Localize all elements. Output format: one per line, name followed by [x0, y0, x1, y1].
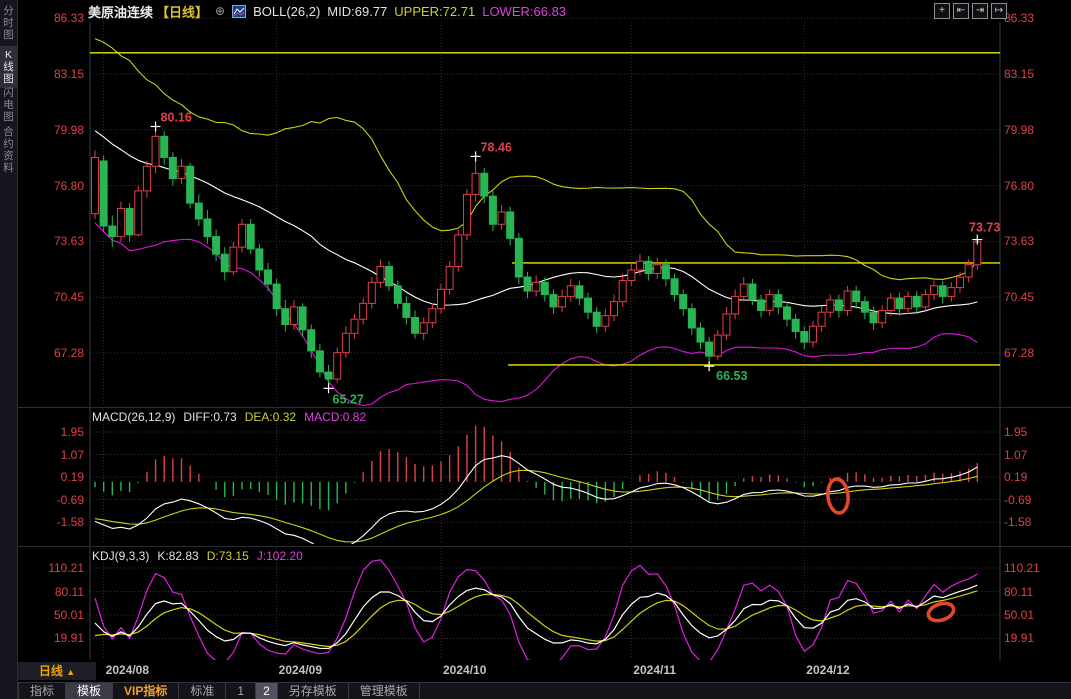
- price-axis-label: 86.33: [1004, 11, 1035, 25]
- link-toggle-icon[interactable]: ⊕: [215, 4, 226, 18]
- toolbar-item-slot-2[interactable]: 2: [256, 683, 278, 699]
- macd-axis-label: 1.95: [60, 425, 84, 439]
- sidebar-item-kline-chart[interactable]: K线图: [0, 46, 17, 88]
- macd-axis-label: -0.69: [1004, 492, 1032, 507]
- price-axis-label: 70.45: [53, 290, 84, 305]
- price-axis-label: 73.63: [1004, 234, 1035, 249]
- kdj-axis-label: 19.91: [1004, 631, 1035, 646]
- toolbar-item-save-template[interactable]: 另存模板: [278, 683, 349, 699]
- kdj-axis-label: 110.21: [1004, 561, 1040, 575]
- date-axis-label: 2024/08: [105, 663, 150, 677]
- macd-axis-label: -0.69: [56, 492, 84, 507]
- price-axis-label: 73.63: [53, 234, 84, 249]
- price-axis-label: 86.33: [53, 11, 84, 25]
- macd-axis-label: 0.19: [60, 470, 84, 484]
- price-axis-label: 76.80: [1004, 178, 1035, 193]
- kdj-title: KDJ(9,3,3): [92, 549, 150, 563]
- boll-mid-value: MID:69.77: [327, 3, 388, 19]
- expand-bars-icon[interactable]: ⇥: [972, 3, 988, 19]
- toolbar-item-templates[interactable]: 模板: [66, 683, 114, 699]
- sidebar-item-time-chart[interactable]: 分时图: [3, 5, 14, 41]
- svg-text:73.73: 73.73: [969, 221, 1000, 235]
- period-tag: 【日线】: [156, 4, 209, 20]
- price-axis-label: 83.15: [53, 66, 84, 81]
- price-axis-label: 79.98: [53, 122, 84, 137]
- macd-panel-header: MACD(26,12,9) DIFF:0.73 DEA:0.32 MACD:0.…: [92, 410, 366, 424]
- price-axis-label: 79.98: [1004, 122, 1035, 137]
- kdj-axis-label: 110.21: [48, 561, 84, 575]
- boll-indicator-title: BOLL(26,2): [253, 3, 321, 19]
- macd-axis-label: -1.58: [1004, 515, 1032, 530]
- macd-axis-label: -1.58: [56, 515, 84, 530]
- kdj-axis-label: 80.11: [1004, 584, 1034, 599]
- macd-axis-label: 0.19: [1004, 470, 1028, 484]
- macd-macd-value: MACD:0.82: [304, 410, 367, 424]
- triangle-up-icon: ▲: [66, 667, 76, 677]
- toolbar-item-standard[interactable]: 标准: [179, 683, 227, 699]
- date-axis-label: 2024/12: [806, 663, 850, 677]
- xaxis-row: 日线 ▲: [18, 660, 1071, 682]
- symbol-name: 美原油连续: [88, 4, 154, 20]
- date-axis-label: 2024/11: [633, 663, 677, 677]
- bottom-toolbar: 指标 模板 VIP指标 标准 1 2 另存模板 管理模板: [18, 682, 1071, 699]
- period-selector-button[interactable]: 日线 ▲: [18, 662, 96, 680]
- svg-text:66.53: 66.53: [716, 369, 747, 383]
- chart-header: 美原油连续 【日线】 ⊕ BOLL(26,2) MID:69.77 UPPER:…: [88, 2, 566, 20]
- boll-lower-value: LOWER:66.83: [482, 3, 567, 19]
- svg-text:80.16: 80.16: [161, 110, 192, 124]
- kdj-j-value: J:102.20: [256, 549, 303, 563]
- kdj-axis-label: 50.01: [53, 608, 84, 622]
- svg-text:65.27: 65.27: [333, 392, 364, 406]
- chart-type-sidebar: 分时图 K线图 闪电图 合约资料: [0, 0, 18, 699]
- toolbar-item-indicators[interactable]: 指标: [18, 683, 67, 699]
- macd-diff-value: DIFF:0.73: [183, 410, 237, 424]
- crosshair-tool-icon[interactable]: +: [934, 3, 950, 19]
- price-axis-label: 76.80: [53, 178, 84, 193]
- price-axis-label: 70.45: [1004, 290, 1035, 305]
- macd-axis-label: 1.07: [1004, 447, 1028, 462]
- price-axis-label: 67.28: [53, 345, 84, 360]
- price-axis-label: 83.15: [1004, 66, 1035, 81]
- sidebar-item-flash-chart[interactable]: 闪电图: [3, 87, 14, 123]
- compress-bars-icon[interactable]: ⇤: [953, 3, 969, 19]
- toolbar-item-vip-indicators[interactable]: VIP指标: [113, 683, 180, 699]
- kdj-panel-header: KDJ(9,3,3) K:82.83 D:73.15 J:102.20: [92, 549, 303, 563]
- chart-tools: + ⇤ ⇥ ↦: [934, 3, 1007, 19]
- svg-text:78.46: 78.46: [481, 140, 512, 154]
- indicator-chart-icon[interactable]: [232, 4, 247, 18]
- kdj-k-value: K:82.83: [157, 549, 199, 563]
- date-axis-label: 2024/09: [278, 663, 323, 677]
- boll-upper-value: UPPER:72.71: [394, 3, 476, 19]
- toolbar-item-slot-1[interactable]: 1: [226, 683, 257, 699]
- macd-axis-label: 1.07: [60, 447, 84, 462]
- kdj-axis-label: 50.01: [1004, 608, 1035, 622]
- kdj-axis-label: 19.91: [53, 631, 84, 646]
- macd-axis-label: 1.95: [1004, 425, 1028, 439]
- price-axis-label: 67.28: [1004, 345, 1035, 360]
- toolbar-item-manage-template[interactable]: 管理模板: [349, 683, 420, 699]
- macd-title: MACD(26,12,9): [92, 410, 176, 424]
- shift-right-icon[interactable]: ↦: [991, 3, 1007, 19]
- kdj-axis-label: 80.11: [54, 584, 84, 599]
- sidebar-item-contract-info[interactable]: 合约资料: [3, 126, 14, 174]
- date-axis-label: 2024/10: [443, 663, 487, 677]
- macd-dea-value: DEA:0.32: [244, 410, 297, 424]
- kdj-d-value: D:73.15: [206, 549, 249, 563]
